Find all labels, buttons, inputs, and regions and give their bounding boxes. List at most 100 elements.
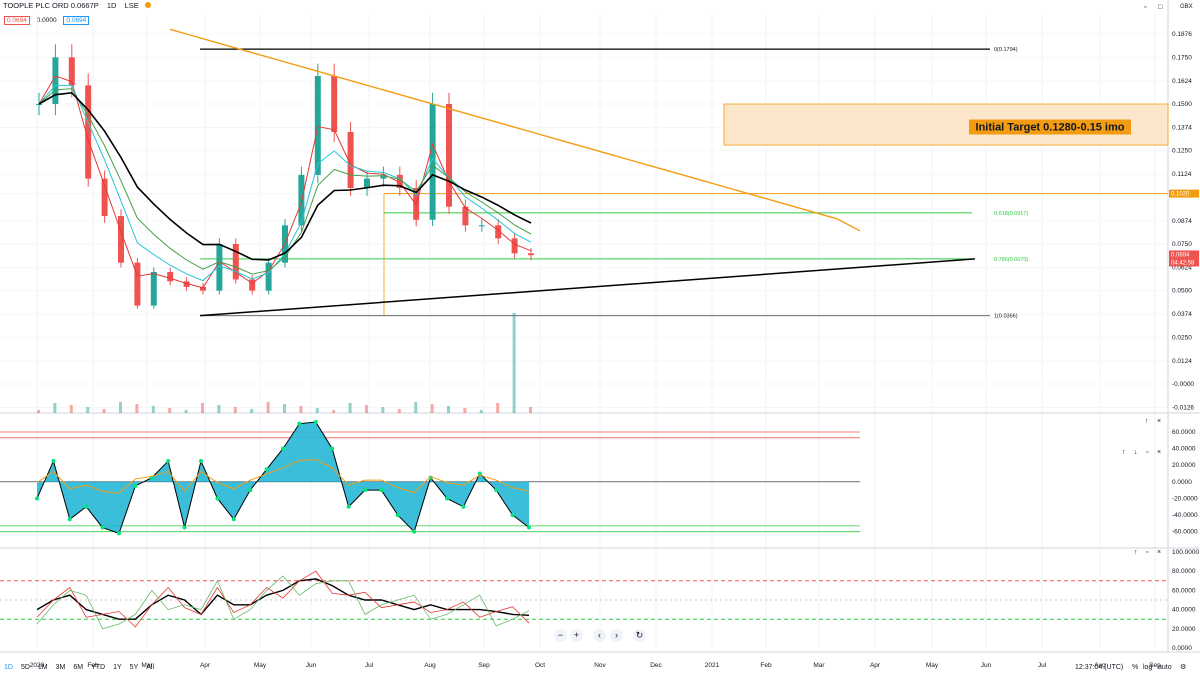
price-badge-label: 04:42:58 <box>1171 260 1195 266</box>
range-1m[interactable]: 1M <box>37 664 48 671</box>
osc-tick-label: 0.0000 <box>1172 479 1192 486</box>
target-label-bg <box>969 119 1131 135</box>
volume-bar <box>397 409 401 413</box>
volume-bar <box>447 406 450 413</box>
range-3m[interactable]: 3M <box>55 664 66 671</box>
clock-label[interactable]: 12:37:04 (UTC) <box>1075 664 1124 671</box>
price-tick-label: 0.0750 <box>1172 241 1192 248</box>
osc-pivot <box>84 504 89 509</box>
price-tick-label: 0.1374 <box>1172 125 1192 132</box>
time-tick-label: May <box>254 662 267 669</box>
range-all[interactable]: All <box>146 664 155 671</box>
percent-toggle[interactable]: % <box>1132 664 1139 671</box>
pane-maximize-icon[interactable]: ▫ <box>1146 449 1149 456</box>
osc-pivot <box>445 496 449 501</box>
osc-pivot <box>100 525 105 530</box>
range-ytd[interactable]: YTD <box>91 664 106 671</box>
osc-pivot <box>412 529 417 534</box>
candle-body <box>446 104 452 207</box>
pane-up-icon-top[interactable]: ↑ <box>1145 418 1149 425</box>
pane-close-icon[interactable]: × <box>1157 449 1162 456</box>
candle-body <box>134 262 141 306</box>
pane-up-icon[interactable]: ↑ <box>1122 449 1126 456</box>
candle-body <box>528 253 534 256</box>
candle-body <box>347 132 354 188</box>
osc-pivot <box>477 471 482 476</box>
fib-label: 0.618(0.0917) <box>994 211 1028 217</box>
settings-gear-icon[interactable]: ⚙ <box>1180 664 1187 671</box>
scroll-right-button[interactable]: › <box>610 629 623 642</box>
price-badge <box>1169 250 1199 259</box>
volume-bar <box>250 409 254 413</box>
rsi-pane-maximize-icon[interactable]: ▫ <box>1146 549 1149 556</box>
zoom-out-button[interactable]: − <box>554 629 567 642</box>
candle-body <box>331 76 338 132</box>
osc-pivot <box>51 459 56 464</box>
auto-toggle[interactable]: auto <box>1158 664 1172 671</box>
pane-close-icon-top[interactable]: × <box>1157 418 1162 425</box>
sma200-line <box>169 28 861 232</box>
candle-body <box>364 178 370 188</box>
bid-ask-row: 0.0694 0.0000 0.0694 <box>2 16 90 25</box>
rsi-tick-label: 60.0000 <box>1172 587 1196 594</box>
candle-body <box>495 225 502 239</box>
candle-body <box>150 272 157 306</box>
scroll-left-button[interactable]: ‹ <box>593 629 606 642</box>
price-tick-label: 0.0624 <box>1172 265 1192 272</box>
price-badge <box>1169 189 1199 198</box>
candle-body <box>68 57 75 86</box>
price-badge-label: 0.1020 <box>1171 192 1190 198</box>
exchange-label: LSE <box>124 0 139 10</box>
candle-body <box>36 104 42 105</box>
volume-bar <box>496 403 500 413</box>
volume-bar <box>283 404 286 413</box>
osc-pivot <box>346 504 351 509</box>
zoom-in-button[interactable]: + <box>570 629 583 642</box>
symbol-title[interactable]: TOOPLE PLC ORD 0.0667P <box>3 0 99 10</box>
candle-body <box>249 279 256 291</box>
range-5d[interactable]: 5D <box>20 664 30 671</box>
range-6m[interactable]: 6M <box>73 664 84 671</box>
osc-pivot <box>215 496 220 501</box>
candle-body <box>216 244 223 291</box>
candle-body <box>478 225 485 227</box>
osc-pivot <box>461 504 466 509</box>
range-1d[interactable]: 1D <box>4 664 13 671</box>
osc-tick-label: -60.0000 <box>1172 529 1198 536</box>
rsi-pane-close-icon[interactable]: × <box>1157 549 1162 556</box>
price-tick-label: 0.1750 <box>1172 54 1192 61</box>
target-label: Initial Target 0.1280-0.15 imo <box>976 122 1125 134</box>
price-tick-label: -0.0000 <box>1172 381 1194 388</box>
volume-bar <box>381 407 385 413</box>
time-tick-label: Feb <box>87 662 99 669</box>
volume-bar <box>529 407 532 413</box>
volume-bar <box>217 405 221 413</box>
rsi-pane-up-icon[interactable]: ↑ <box>1134 549 1138 556</box>
osc-pivot <box>297 421 302 426</box>
time-tick-label: Mar <box>813 662 825 669</box>
time-tick-label: Nov <box>594 662 606 669</box>
price-tick-label: 0.0374 <box>1172 311 1192 318</box>
main-pane-maximize-icon[interactable]: ▫ <box>1144 4 1147 11</box>
osc-area <box>37 422 529 534</box>
range-1y[interactable]: 1Y <box>113 664 122 671</box>
time-tick-label: Apr <box>870 662 881 669</box>
pane-down-icon[interactable]: ↓ <box>1134 449 1138 456</box>
fib-label: 0(0.1794) <box>994 47 1018 53</box>
main-pane-fullscreen-icon[interactable]: □ <box>1158 4 1163 11</box>
osc-pivot <box>510 513 515 518</box>
interval-label[interactable]: 1D <box>106 0 117 10</box>
time-tick-label: Dec <box>650 662 662 669</box>
log-toggle[interactable]: log <box>1143 664 1153 671</box>
time-tick-label: Aug <box>1094 662 1106 669</box>
volume-bar <box>102 409 106 413</box>
volume-bar <box>299 406 303 413</box>
osc-pivot <box>35 496 39 501</box>
volume-bar <box>430 404 434 413</box>
range-5y[interactable]: 5Y <box>129 664 139 671</box>
reset-chart-button[interactable]: ↻ <box>633 629 646 642</box>
candle-body <box>265 262 272 291</box>
osc-pivot <box>494 488 499 493</box>
bid-value: 0.0694 <box>4 16 30 25</box>
